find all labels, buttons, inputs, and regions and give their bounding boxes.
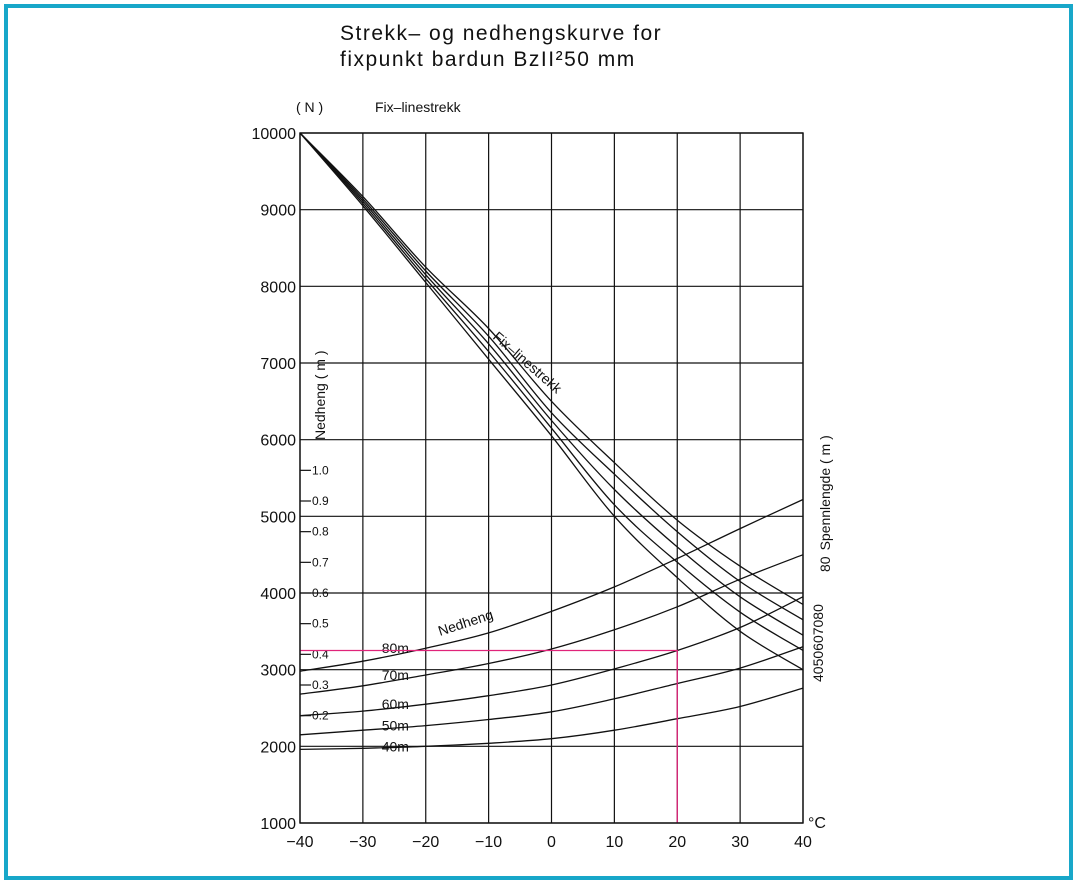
grid-lines xyxy=(299,132,804,824)
span-value-80: 80 xyxy=(810,604,826,620)
sag-curve-60m xyxy=(299,596,804,717)
x-tick-label: −20 xyxy=(412,834,439,851)
y-tick-label: 2000 xyxy=(260,739,296,756)
sag-axis-tick-label: 0.5 xyxy=(312,617,329,631)
x-tick-label: −40 xyxy=(286,834,313,851)
sag-axis-tick-label: 0.8 xyxy=(312,525,329,539)
y-tick-label: 6000 xyxy=(260,433,296,450)
sag-axis-tick-label: 0.4 xyxy=(312,647,329,661)
x-unit-label: °C xyxy=(808,815,826,832)
sag-curve-70m xyxy=(299,554,804,695)
sag-curve-label-60m: 60m xyxy=(382,696,409,712)
sag-curve-50m xyxy=(299,646,804,736)
tension-curve-40 xyxy=(299,132,804,671)
x-tick-label: 20 xyxy=(668,834,686,851)
reference-marker-line xyxy=(300,649,678,823)
tension-curve-80 xyxy=(299,132,804,606)
y-tick-label: 10000 xyxy=(252,126,297,143)
sag-axis-tick-label: 0.3 xyxy=(312,678,329,692)
sag-axis-label: Nedheng ( m ) xyxy=(312,351,328,440)
span-axis-label-value: 80 xyxy=(817,556,833,572)
sag-axis-tick-label: 0.2 xyxy=(312,709,329,723)
y-tick-label: 3000 xyxy=(260,663,296,680)
sag-axis-tick-label: 0.9 xyxy=(312,494,329,508)
span-value-40: 40 xyxy=(810,666,826,682)
x-tick-label: 40 xyxy=(794,834,812,851)
span-value-60: 60 xyxy=(810,635,826,651)
span-values-label: 4050607080 xyxy=(810,604,826,682)
tension-curve-60 xyxy=(299,132,804,636)
y-tick-label: 4000 xyxy=(260,586,296,603)
sag-axis-tick-label: 0.7 xyxy=(312,555,329,569)
sag-curve-80m xyxy=(299,498,804,672)
x-tick-label: 30 xyxy=(731,834,749,851)
y-tick-label: 1000 xyxy=(260,816,296,833)
y-header-label: Fix–linestrekk xyxy=(375,99,462,115)
x-tick-label: 0 xyxy=(547,834,556,851)
tension-curve-70 xyxy=(299,132,804,621)
y-tick-label: 5000 xyxy=(260,509,296,526)
span-value-70: 70 xyxy=(810,619,826,635)
sag-curve-40m xyxy=(299,687,804,751)
tension-curve-50 xyxy=(299,132,804,652)
sag-curve-label-80m: 80m xyxy=(382,640,409,656)
sag-curve-label-40m: 40m xyxy=(382,738,409,754)
plot-area-border xyxy=(299,132,804,824)
chart-title-line-2: fixpunkt bardun BzII²50 mm xyxy=(340,48,636,71)
span-axis-label: 80 Spennlengde ( m ) xyxy=(817,435,833,572)
x-tick-label: −10 xyxy=(475,834,502,851)
sag-axis-tick-label: 1.0 xyxy=(312,463,329,477)
sag-curve-label-50m: 50m xyxy=(382,718,409,734)
span-axis-label-text: Spennlengde ( m ) xyxy=(817,435,833,550)
sag-curve-label-70m: 70m xyxy=(382,667,409,683)
sag-axis-tick-label: 0.6 xyxy=(312,586,329,600)
span-value-50: 50 xyxy=(810,651,826,667)
y-tick-label: 8000 xyxy=(260,279,296,296)
y-unit-label: ( N ) xyxy=(296,99,323,115)
y-tick-label: 7000 xyxy=(260,356,296,373)
x-tick-label: −30 xyxy=(349,834,376,851)
x-tick-label: 10 xyxy=(605,834,623,851)
chart-frame xyxy=(4,4,1073,880)
chart-title-line-1: Strekk– og nedhengskurve for xyxy=(340,22,662,45)
y-tick-label: 9000 xyxy=(260,203,296,220)
